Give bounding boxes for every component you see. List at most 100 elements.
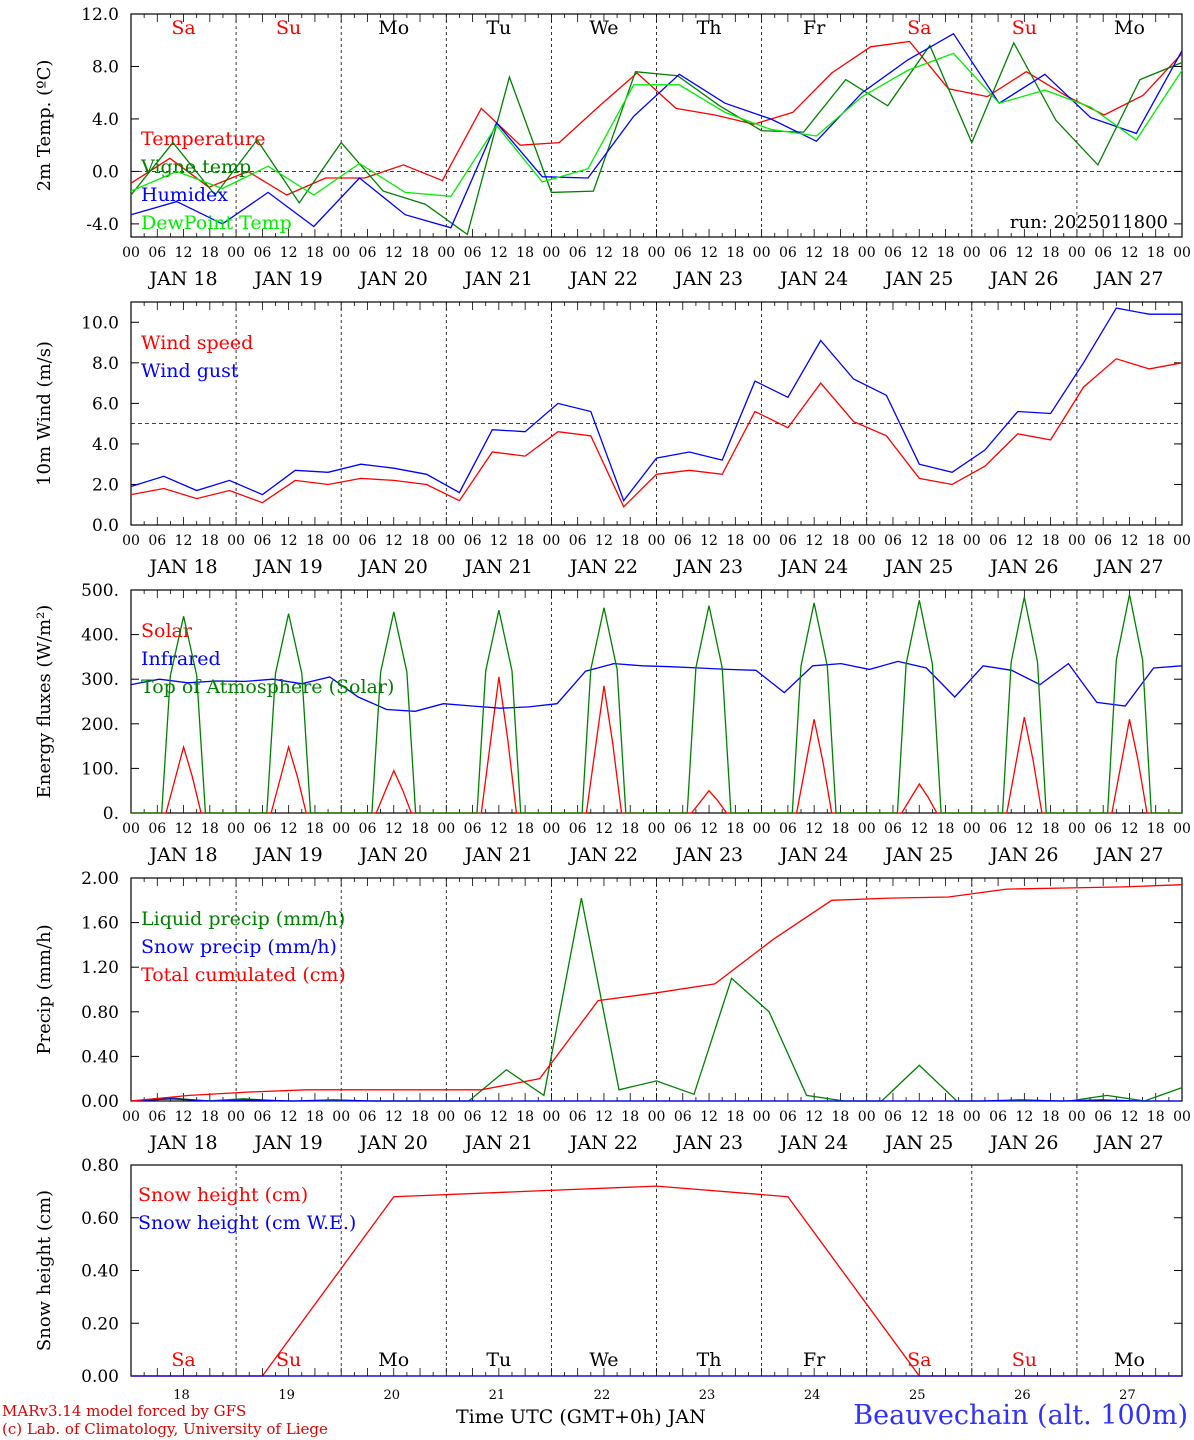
y-tick-label: 300. [81, 670, 119, 690]
hour-tick-label: 18 [621, 533, 639, 549]
hour-tick-label: 06 [359, 245, 377, 261]
series-line [130, 32, 1183, 229]
hour-tick-label: 12 [175, 1109, 193, 1125]
hour-tick-label: 06 [884, 1109, 902, 1125]
hour-tick-label: 18 [516, 1109, 534, 1125]
hour-tick-label: 12 [1015, 533, 1033, 549]
date-label: JAN 22 [568, 556, 638, 578]
hour-tick-label: 18 [306, 1109, 324, 1125]
hour-tick-label: 12 [700, 245, 718, 261]
day-label: Su [1012, 1349, 1037, 1371]
day-number: 27 [1119, 1388, 1136, 1403]
day-number: 23 [699, 1388, 716, 1403]
date-label: JAN 25 [883, 268, 953, 290]
y-tick-label: 4.0 [92, 435, 119, 455]
day-label: Th [697, 17, 722, 39]
hour-tick-label: 06 [253, 821, 271, 837]
hour-tick-label: 06 [148, 533, 166, 549]
date-label: JAN 24 [778, 268, 848, 290]
plot-frame [130, 301, 1183, 526]
series-line [130, 41, 1183, 236]
day-number: 22 [594, 1388, 611, 1403]
hour-tick-label: 12 [175, 821, 193, 837]
y-tick-label: 200. [81, 715, 119, 735]
series-line [130, 660, 1183, 712]
hour-tick-label: 06 [884, 821, 902, 837]
hour-tick-label: 06 [989, 533, 1007, 549]
model-credit: MARv3.14 model forced by GFS [2, 1402, 247, 1420]
hour-tick-label: 06 [1094, 533, 1112, 549]
legend-entry: Vigne temp [140, 156, 251, 178]
legend-entry: Total cumulated (cm) [141, 964, 346, 986]
date-label: JAN 26 [988, 268, 1058, 290]
date-label: JAN 26 [988, 844, 1058, 866]
y-axis-label: Precip (mm/h) [34, 924, 55, 1054]
day-number: 21 [489, 1388, 506, 1403]
y-tick-label: 0. [103, 804, 119, 824]
hour-tick-label: 06 [779, 1109, 797, 1125]
hour-tick-label: 00 [542, 245, 560, 261]
hour-tick-label: 06 [674, 821, 692, 837]
hour-tick-label: 12 [700, 533, 718, 549]
hour-tick-label: 00 [753, 1109, 771, 1125]
day-label: Fr [803, 1349, 826, 1371]
date-label: JAN 19 [253, 844, 323, 866]
y-tick-label: 8.0 [92, 354, 119, 374]
hour-tick-label: 00 [858, 1109, 876, 1125]
legend-entry: Snow height (cm W.E.) [138, 1212, 356, 1234]
hour-tick-label: 12 [490, 821, 508, 837]
hour-tick-label: 00 [332, 533, 350, 549]
day-label: Sa [171, 1349, 195, 1371]
hour-tick-label: 12 [385, 1109, 403, 1125]
date-label: JAN 23 [673, 844, 743, 866]
lab-credit: (c) Lab. of Climatology, University of L… [2, 1420, 328, 1438]
hour-tick-label: 00 [227, 533, 245, 549]
hour-tick-label: 06 [148, 821, 166, 837]
legend-entry: Liquid precip (mm/h) [141, 908, 345, 930]
hour-tick-label: 06 [779, 821, 797, 837]
hour-tick-label: 12 [385, 533, 403, 549]
hour-tick-label: 00 [122, 1109, 140, 1125]
y-tick-label: -4.0 [86, 215, 119, 235]
hour-tick-label: 00 [332, 245, 350, 261]
hour-tick-label: 06 [884, 533, 902, 549]
hour-tick-label: 18 [411, 533, 429, 549]
day-number: 26 [1014, 1388, 1031, 1403]
hour-tick-label: 12 [385, 821, 403, 837]
hour-tick-label: 00 [227, 821, 245, 837]
hour-tick-label: 18 [726, 1109, 744, 1125]
hour-tick-label: 00 [437, 1109, 455, 1125]
hour-tick-label: 12 [700, 1109, 718, 1125]
hour-tick-label: 12 [595, 1109, 613, 1125]
hour-tick-label: 06 [674, 245, 692, 261]
hour-tick-label: 18 [516, 533, 534, 549]
hour-tick-label: 06 [674, 1109, 692, 1125]
y-tick-label: 500. [81, 581, 119, 601]
hour-tick-label: 06 [569, 1109, 587, 1125]
hour-tick-label: 00 [963, 533, 981, 549]
hour-tick-label: 00 [648, 1109, 666, 1125]
hour-tick-label: 06 [989, 1109, 1007, 1125]
hour-tick-label: 12 [700, 821, 718, 837]
hour-tick-label: 00 [648, 533, 666, 549]
hour-tick-label: 12 [280, 245, 298, 261]
hour-tick-label: 06 [779, 533, 797, 549]
day-label: Tu [486, 1349, 511, 1371]
y-tick-label: 10.0 [81, 313, 119, 333]
y-tick-label: 6.0 [92, 394, 119, 414]
hour-tick-label: 12 [280, 1109, 298, 1125]
legend-entry: Wind speed [141, 332, 253, 354]
legend-entry: Wind gust [141, 360, 239, 382]
series-line [130, 40, 1183, 196]
day-label: Mo [1114, 17, 1145, 39]
hour-tick-label: 12 [490, 245, 508, 261]
hour-tick-label: 06 [253, 533, 271, 549]
series-line [130, 1098, 1182, 1102]
hour-tick-label: 18 [411, 821, 429, 837]
date-label: JAN 21 [463, 268, 533, 290]
hour-tick-label: 12 [490, 533, 508, 549]
date-label: JAN 27 [1093, 556, 1163, 578]
y-tick-label: 400. [81, 626, 119, 646]
hour-tick-label: 18 [306, 533, 324, 549]
hour-tick-label: 00 [648, 245, 666, 261]
